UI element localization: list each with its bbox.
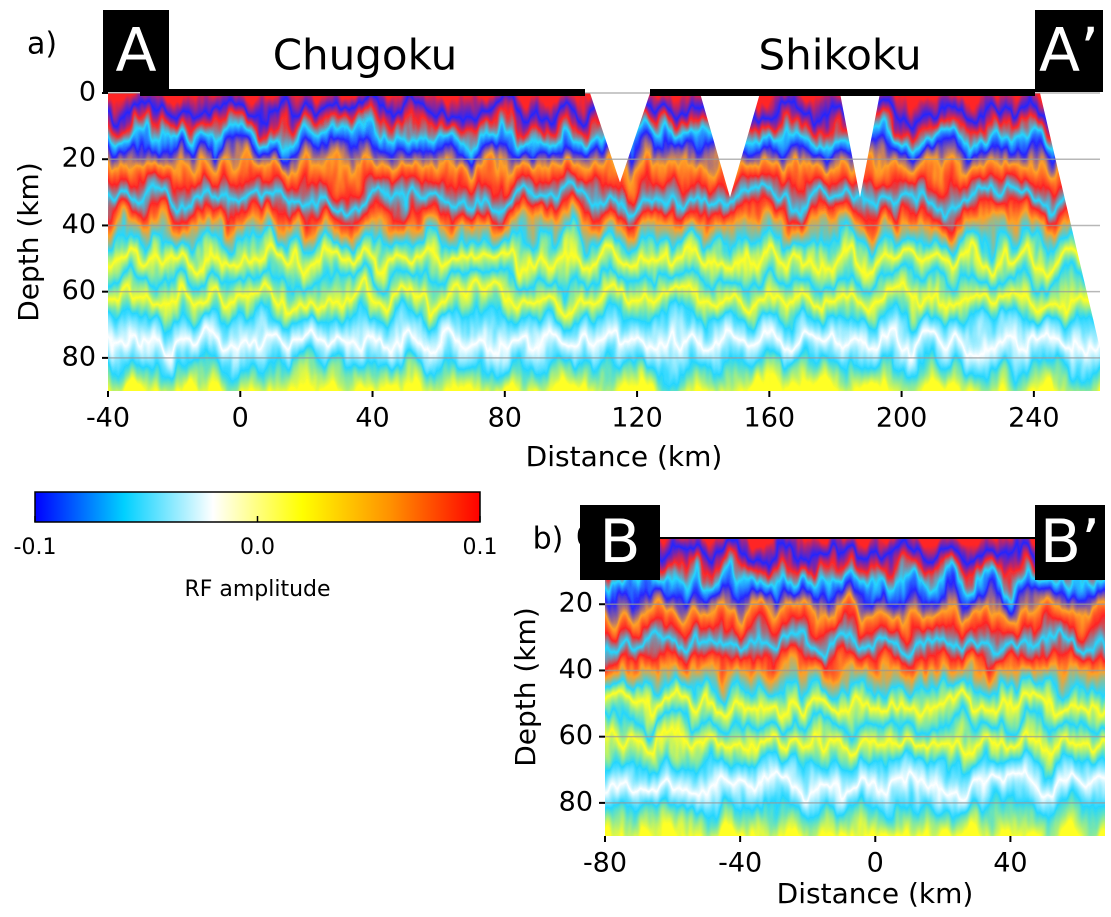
x-tick-label: 80	[488, 403, 522, 434]
data-gap	[700, 93, 760, 198]
region-label: Shikoku	[758, 31, 921, 80]
rf-texture	[108, 93, 1100, 391]
station-label: B	[599, 507, 640, 577]
x-axis-label: Distance (km)	[777, 877, 974, 910]
x-tick-label: 0	[867, 848, 884, 879]
station-coverage	[650, 89, 1035, 96]
colorbar-tick-label: 0.0	[240, 535, 275, 560]
colorbar-tick-label: -0.1	[14, 535, 57, 560]
y-tick-label: 0	[79, 77, 96, 108]
panel-label: b)	[533, 522, 564, 557]
y-tick-label: 80	[559, 786, 593, 817]
panel-label: a)	[27, 27, 57, 62]
y-tick-label: 40	[62, 209, 96, 240]
data-gap	[840, 93, 880, 198]
x-tick-label: 200	[876, 403, 928, 434]
station-box	[1035, 10, 1103, 92]
x-tick-label: -80	[583, 848, 627, 879]
station-label: A	[115, 16, 156, 86]
colorbar-label: RF amplitude	[184, 577, 330, 602]
data-gap	[590, 93, 650, 183]
x-tick-label: 0	[232, 403, 249, 434]
y-axis-label: Depth (km)	[509, 607, 542, 767]
y-tick-label: 40	[559, 654, 593, 685]
station-box	[580, 505, 660, 580]
rf-image	[605, 538, 1105, 836]
y-tick-label: 20	[62, 143, 96, 174]
y-tick-label: 80	[62, 341, 96, 372]
y-tick-label: 60	[62, 275, 96, 306]
y-axis-label: Depth (km)	[12, 162, 45, 322]
x-tick-label: -40	[718, 848, 762, 879]
region-label: Chugoku	[273, 31, 458, 80]
x-tick-label: -40	[86, 403, 130, 434]
x-tick-label: 160	[744, 403, 796, 434]
data-gap	[1040, 93, 1100, 349]
station-box	[103, 10, 169, 92]
colorbar-tick-label: 0.1	[463, 535, 498, 560]
x-tick-label: 40	[355, 403, 389, 434]
x-tick-label: 40	[993, 848, 1027, 879]
y-tick-label: 20	[559, 588, 593, 619]
station-box	[1035, 505, 1105, 580]
rf-image	[108, 93, 1100, 391]
x-tick-label: 120	[611, 403, 663, 434]
y-tick-label: 60	[559, 720, 593, 751]
station-label: A’	[1039, 16, 1099, 86]
station-coverage	[140, 89, 585, 96]
x-tick-label: 240	[1008, 403, 1060, 434]
rf-texture	[605, 538, 1105, 836]
station-label: B’	[1040, 507, 1100, 577]
x-axis-label: Distance (km)	[526, 440, 723, 473]
